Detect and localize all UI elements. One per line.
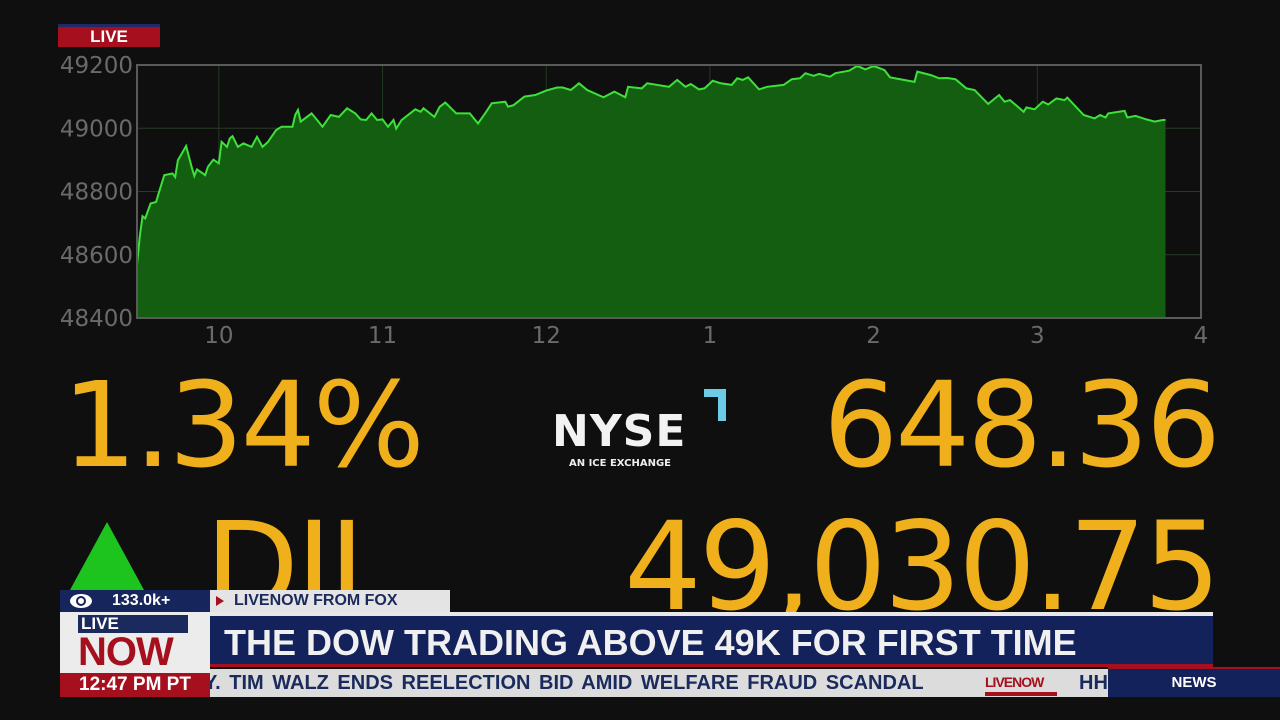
price-line	[136, 64, 1166, 266]
x-tick-label: 1	[703, 323, 718, 349]
live-badge: LIVE	[58, 24, 160, 47]
headline-bar: THE DOW TRADING ABOVE 49K FOR FIRST TIME	[210, 612, 1213, 667]
nyse-tagline: AN ICE EXCHANGE	[569, 458, 672, 469]
percent-change: 1.34%	[62, 356, 425, 494]
x-tick-label: 3	[1030, 323, 1045, 349]
ticker-livenow-logo: LIVENOW	[985, 674, 1057, 696]
play-icon	[216, 596, 224, 606]
last-price: 49,030.75	[624, 496, 1221, 638]
point-change: 648.36	[823, 356, 1221, 494]
x-tick-label: 10	[204, 323, 233, 349]
viewer-count-box: 133.0k+	[60, 590, 210, 612]
up-arrow-icon	[70, 522, 144, 590]
x-tick-label: 12	[532, 323, 561, 349]
y-tick-label: 48400	[60, 306, 133, 332]
section-label: NEWS	[1108, 667, 1280, 697]
news-ticker: Y. TIM WALZ ENDS REELECTION BID AMID WEL…	[210, 669, 1108, 697]
y-tick-label: 49200	[60, 53, 133, 79]
livenow-logo: LIVE NOW	[60, 612, 210, 674]
logo-now-text: NOW	[78, 630, 174, 674]
ticker-next-text: HH	[1079, 672, 1108, 694]
area-fill	[137, 65, 1166, 319]
eye-icon	[70, 594, 92, 608]
nyse-wordmark: NYSE	[552, 406, 687, 457]
x-tick-label: 2	[866, 323, 881, 349]
x-tick-label: 4	[1194, 323, 1209, 349]
logo-live-text: LIVE	[78, 615, 188, 633]
y-tick-label: 48800	[60, 180, 133, 206]
nyse-logo: NYSE AN ICE EXCHANGE	[552, 388, 726, 473]
viewer-count: 133.0k+	[112, 592, 171, 609]
x-tick-label: 11	[368, 323, 397, 349]
ticker-text: Y. TIM WALZ ENDS REELECTION BID AMID WEL…	[210, 672, 924, 694]
y-tick-label: 49000	[60, 116, 133, 142]
source-text: LIVENOW FROM FOX	[234, 592, 398, 609]
headline: THE DOW TRADING ABOVE 49K FOR FIRST TIME	[224, 622, 1077, 663]
y-tick-label: 48600	[60, 243, 133, 269]
plot-frame	[136, 64, 1202, 319]
clock: 12:47 PM PT	[60, 673, 210, 697]
nyse-corner-mark-icon	[704, 389, 726, 421]
